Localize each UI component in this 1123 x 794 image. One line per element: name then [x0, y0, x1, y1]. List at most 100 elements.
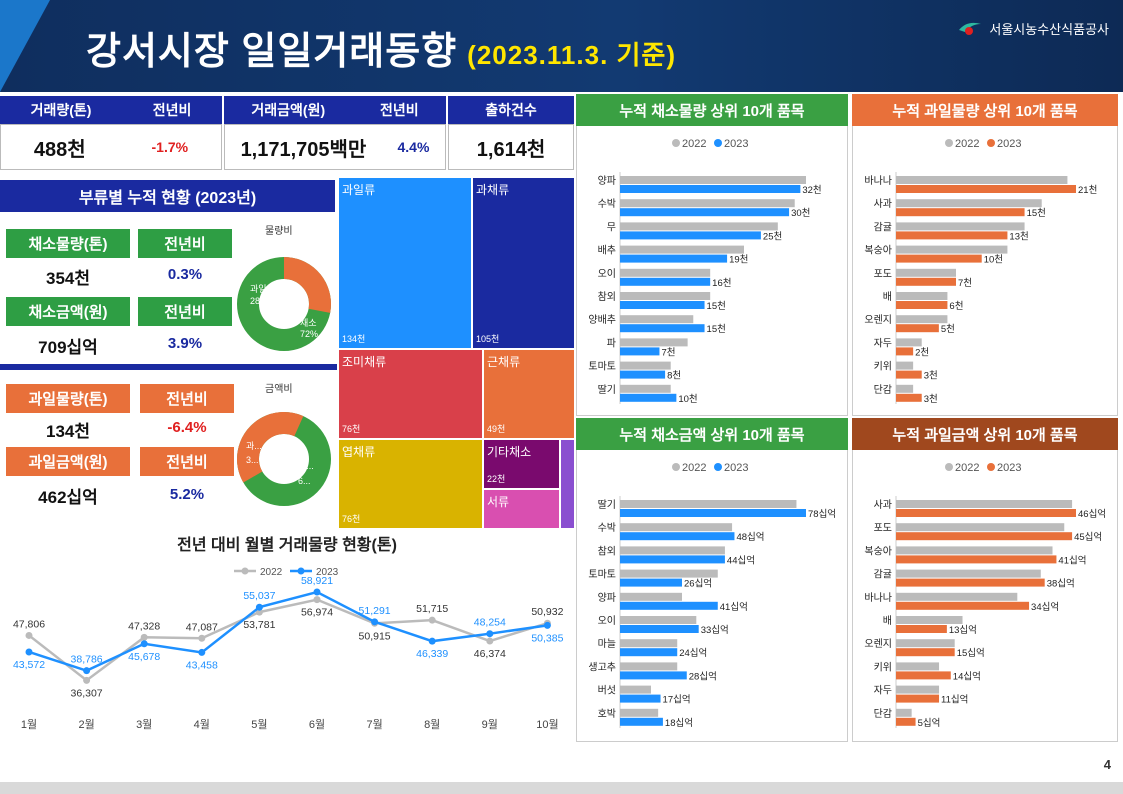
- bar-category-label: 복숭아: [864, 245, 892, 257]
- line-data-label: 43,572: [13, 659, 45, 671]
- line-legend-marker: [297, 567, 305, 575]
- line-series-2023: [28, 590, 548, 673]
- bar-value-label: 48십억: [736, 531, 764, 543]
- bar-2022: [620, 500, 797, 508]
- bar-2022: [896, 616, 963, 624]
- treemap-cell: 조미채류 76천: [339, 350, 482, 438]
- treemap-value: 134천: [342, 334, 366, 344]
- bar-value-label: 5십억: [918, 717, 941, 729]
- fruit-amount-yoy: 5.2%: [169, 486, 205, 503]
- bar-2023: [620, 671, 687, 680]
- line-point: [543, 621, 551, 629]
- bar-value-label: 15천: [1027, 208, 1046, 219]
- bar-category-label: 양파: [598, 592, 616, 604]
- bar-2022: [620, 245, 744, 254]
- bar-2022: [896, 292, 948, 300]
- bar-category-label: 키위: [874, 660, 892, 673]
- bar-2022: [620, 199, 795, 208]
- bar-value-label: 41십억: [1058, 554, 1086, 566]
- line-data-label: 43,458: [186, 659, 218, 671]
- bar-2023: [896, 578, 1045, 587]
- line-series-2022: [28, 598, 548, 682]
- bar-value-label: 7천: [661, 347, 675, 358]
- bar-value-label: 41십억: [720, 601, 748, 613]
- bar-2023: [896, 509, 1076, 517]
- veg-volume-yoy: 0.3%: [167, 266, 203, 283]
- bar-2022: [620, 546, 725, 555]
- bar-2022: [620, 315, 694, 324]
- bar-2022: [896, 685, 940, 694]
- bar-2023: [896, 185, 1076, 193]
- bar-2022: [620, 222, 778, 231]
- treemap-name: 조미채류: [342, 355, 387, 369]
- kpi-count-header: 출하건수: [448, 96, 574, 124]
- bar-value-label: 24십억: [679, 647, 707, 659]
- bar-2023: [620, 231, 761, 240]
- bar-category-label: 바나나: [864, 175, 892, 187]
- bar-2022: [896, 384, 914, 393]
- bar-value-label: 44십억: [727, 554, 755, 566]
- bar-legend-marker-2022: [945, 463, 953, 471]
- bar-category-label: 자두: [874, 337, 892, 349]
- bar-2023: [620, 578, 682, 587]
- bar-2023: [896, 555, 1057, 564]
- bar-value-label: 13십억: [949, 624, 977, 636]
- line-x-tick: 9월: [482, 718, 498, 731]
- bar-2022: [620, 639, 678, 648]
- donut-volume-veg-pct: 72%: [300, 329, 318, 339]
- line-point: [313, 596, 321, 604]
- treemap-cell: 엽채류 76천: [339, 440, 482, 528]
- line-point: [140, 640, 148, 648]
- bar-2022: [620, 708, 659, 717]
- bar-2023: [896, 370, 922, 379]
- bar-2023: [620, 277, 711, 286]
- fruit-volume-value: 134천: [45, 422, 90, 441]
- bar-2022: [896, 315, 948, 324]
- bar-value-label: 15천: [707, 324, 726, 335]
- donut-amount-veg-label: 채...: [298, 461, 314, 471]
- bar-2023: [896, 393, 922, 402]
- bar-2022: [896, 199, 1042, 208]
- bar-2022: [620, 616, 697, 624]
- line-data-label: 46,374: [474, 648, 506, 660]
- bar-legend-label: 2023: [724, 462, 748, 474]
- bar-category-label: 키위: [874, 360, 892, 373]
- line-data-label: 53,781: [243, 619, 275, 631]
- bar-value-label: 14십억: [953, 670, 981, 682]
- bar-legend-marker-2022: [672, 139, 680, 147]
- header-decoration: [0, 0, 50, 92]
- treemap-name: 서류: [487, 495, 510, 509]
- bar-value-label: 13천: [1009, 231, 1028, 242]
- bar-2023: [896, 625, 947, 633]
- donut-volume-fruit-label: 과일: [250, 284, 267, 294]
- treemap-name: 과채류: [476, 183, 510, 197]
- bar-chart-title: 누적 채소물량 상위 10개 품목: [619, 102, 804, 120]
- veg-volume-yoy-label: 전년비: [138, 229, 232, 258]
- bar-2023: [620, 185, 801, 193]
- line-data-label: 47,328: [128, 620, 160, 632]
- bar-category-label: 호박: [598, 708, 616, 720]
- bar-2022: [896, 500, 1073, 508]
- bar-2023: [620, 601, 718, 610]
- bar-2023: [620, 324, 705, 333]
- bar-legend-label: 2023: [724, 138, 748, 150]
- kpi-amount-header: 거래금액(원) 전년비: [224, 96, 446, 124]
- monthly-volume-line-chart: 전년 대비 월별 거래물량 현황(톤) 2022 2023 47,806 36,307 4…: [13, 535, 564, 731]
- line-x-tick: 2월: [78, 718, 94, 731]
- kpi-volume-values: 488천 -1.7%: [0, 124, 222, 170]
- bar-value-label: 5천: [941, 324, 955, 335]
- line-point: [198, 634, 206, 642]
- bar-value-label: 15십억: [957, 647, 985, 659]
- bar-value-label: 26십억: [684, 578, 712, 590]
- kpi-count-label: 출하건수: [485, 102, 537, 118]
- line-legend-label: 2023: [316, 567, 339, 578]
- bar-2022: [620, 592, 682, 601]
- donut-volume-fruit-pct: 28%: [250, 296, 268, 306]
- bar-2023: [620, 625, 699, 633]
- treemap-name: 기타채소: [487, 445, 532, 459]
- bar-category-label: 사과: [874, 499, 892, 511]
- line-data-label: 46,339: [416, 648, 448, 660]
- bar-category-label: 바나나: [864, 592, 892, 604]
- bar-category-label: 배: [883, 615, 892, 627]
- treemap-cell: [561, 440, 574, 528]
